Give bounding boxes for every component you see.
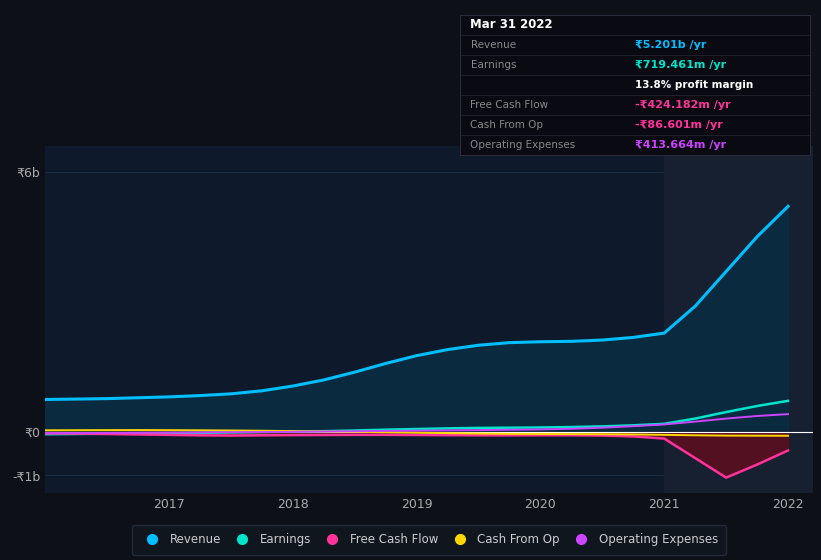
Text: -₹424.182m /yr: -₹424.182m /yr <box>635 100 731 110</box>
Text: Mar 31 2022: Mar 31 2022 <box>470 18 553 31</box>
Text: ₹413.664m /yr: ₹413.664m /yr <box>635 140 726 150</box>
Legend: Revenue, Earnings, Free Cash Flow, Cash From Op, Operating Expenses: Revenue, Earnings, Free Cash Flow, Cash … <box>131 525 727 554</box>
Text: Free Cash Flow: Free Cash Flow <box>470 100 548 110</box>
Text: Revenue: Revenue <box>470 40 516 50</box>
Text: Operating Expenses: Operating Expenses <box>470 140 576 150</box>
Text: -₹86.601m /yr: -₹86.601m /yr <box>635 120 722 130</box>
Text: Earnings: Earnings <box>470 60 516 70</box>
Text: Cash From Op: Cash From Op <box>470 120 544 130</box>
Text: ₹719.461m /yr: ₹719.461m /yr <box>635 60 726 70</box>
Text: 13.8% profit margin: 13.8% profit margin <box>635 80 753 90</box>
Text: ₹5.201b /yr: ₹5.201b /yr <box>635 40 706 50</box>
Bar <box>664 146 813 493</box>
